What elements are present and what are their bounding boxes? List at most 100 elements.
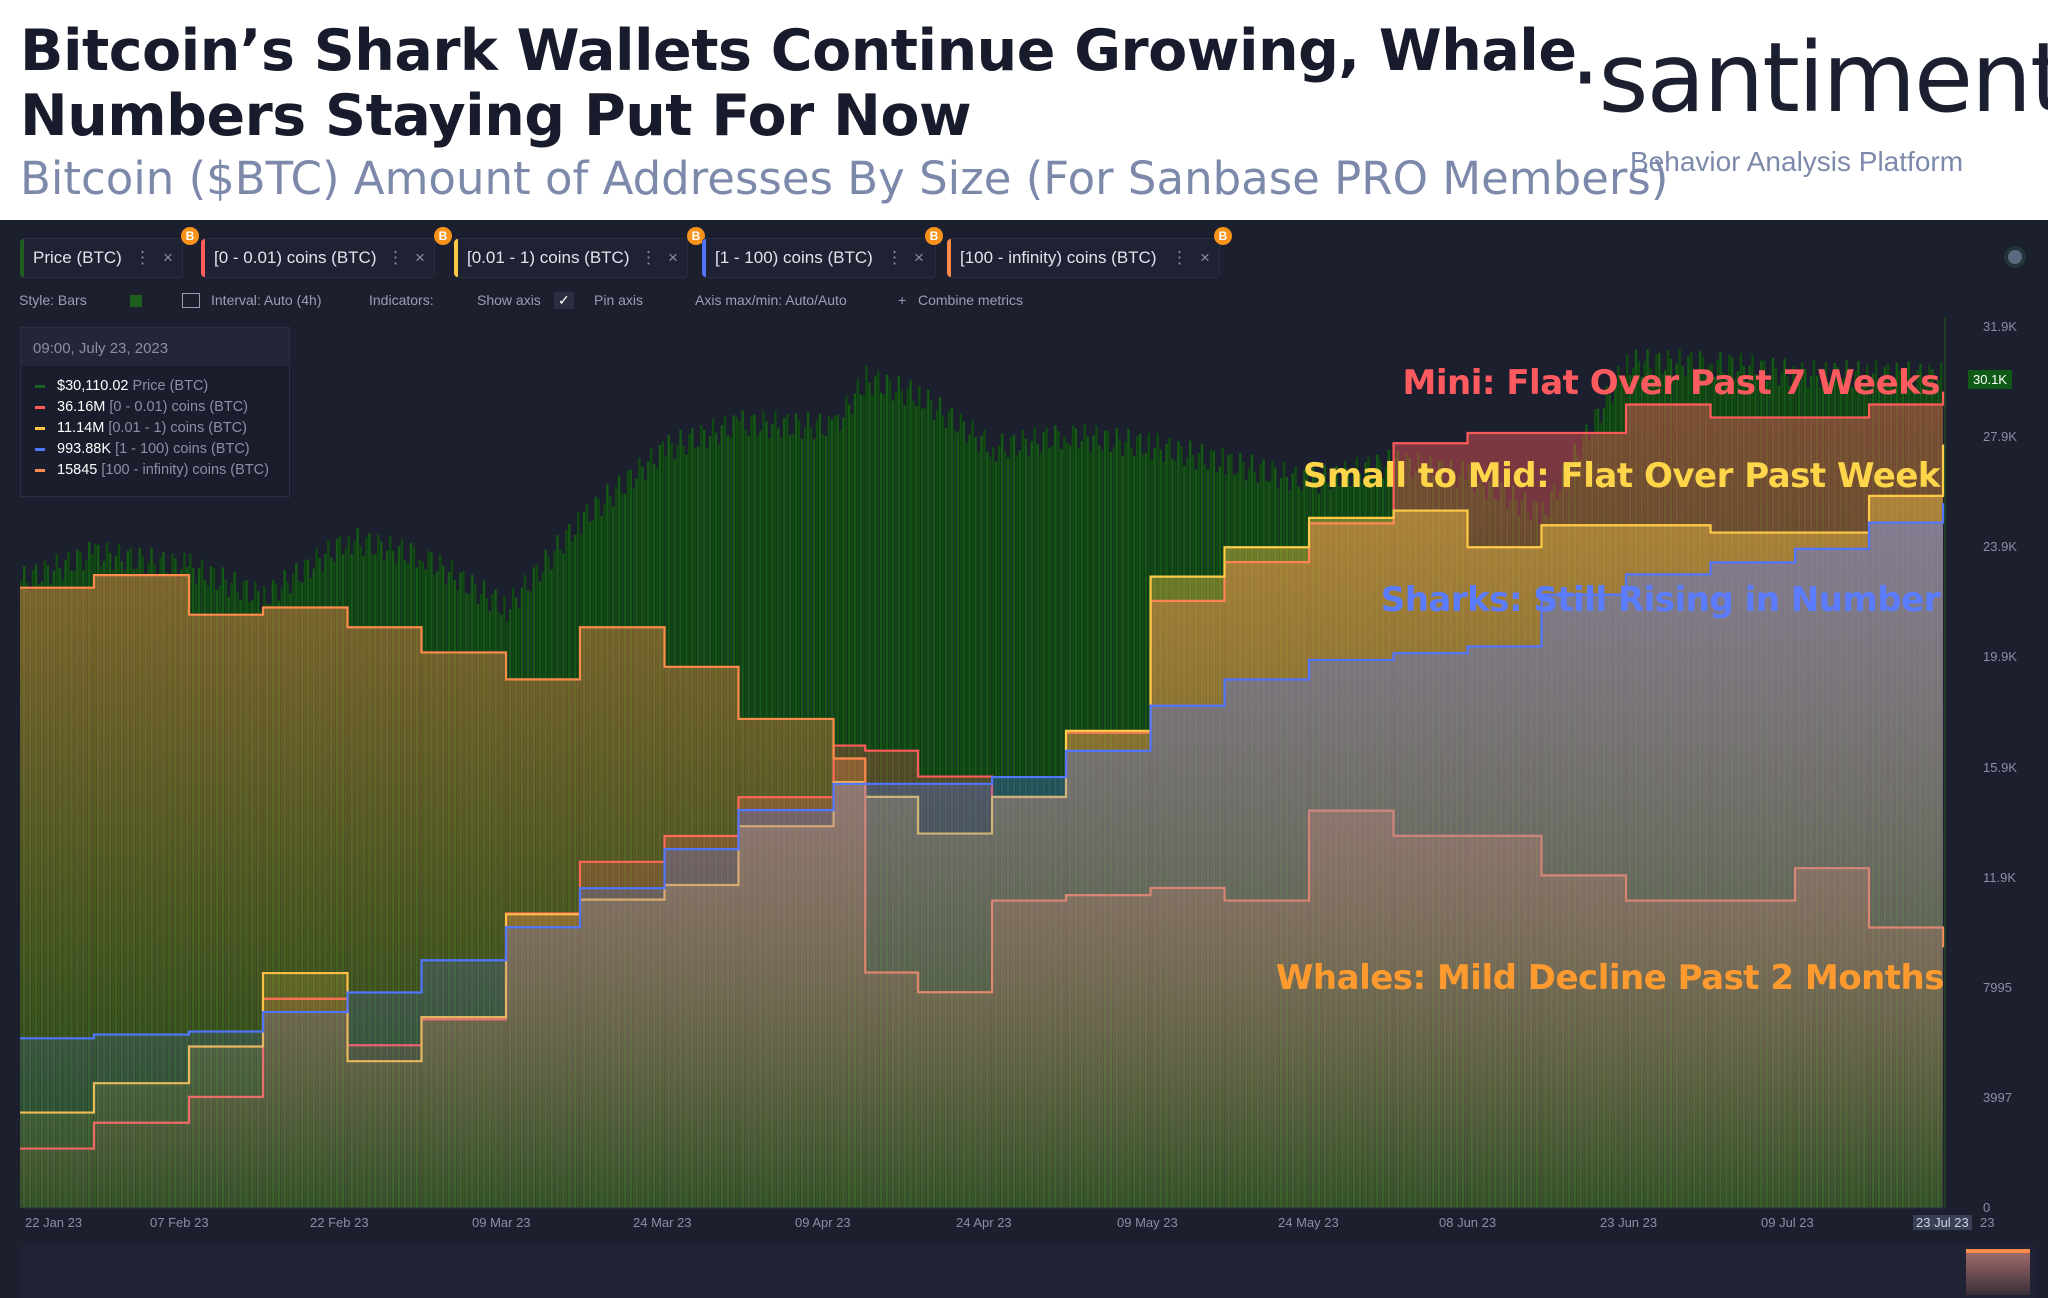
legend-row-sharks: 993.88K [1 - 100) coins (BTC) xyxy=(21,441,289,462)
legend-value: 11.14M xyxy=(57,420,105,436)
more-icon[interactable]: ⋮ xyxy=(886,248,903,267)
y-tick-label: 31.9K xyxy=(1983,319,2017,334)
x-tick-label: 24 Mar 23 xyxy=(633,1215,692,1230)
current-price-label: 30.1K xyxy=(1968,370,2012,389)
close-icon[interactable]: × xyxy=(914,248,924,267)
series-line xyxy=(20,503,1945,1040)
subtitle: Bitcoin ($BTC) Amount of Addresses By Si… xyxy=(20,152,1669,205)
legend-row-whales: 15845 [100 - infinity) coins (BTC) xyxy=(21,462,289,483)
x-tick-label: 07 Feb 23 xyxy=(150,1215,209,1230)
swatch xyxy=(35,447,45,451)
tab-sharks[interactable]: [1 - 100) coins (BTC) ⋮ × B xyxy=(702,227,943,278)
annotation-sharks: Sharks: Still Rising in Number xyxy=(1380,580,1941,620)
tab-small[interactable]: [0.01 - 1) coins (BTC) ⋮ × B xyxy=(454,227,705,278)
legend-label: [0.01 - 1) coins (BTC) xyxy=(108,420,247,436)
bitcoin-icon: B xyxy=(925,227,943,245)
tab-label: Price (BTC) xyxy=(33,248,122,267)
header: Bitcoin’s Shark Wallets Continue Growing… xyxy=(0,0,2048,220)
x-tick-label: 09 Jul 23 xyxy=(1761,1215,1814,1230)
swatch xyxy=(35,384,45,388)
close-icon[interactable]: × xyxy=(1200,248,1210,267)
tab-label: [1 - 100) coins (BTC) xyxy=(715,248,873,267)
show-axis-checkbox[interactable]: ✓ xyxy=(554,292,574,309)
bitcoin-icon: B xyxy=(687,227,705,245)
more-icon[interactable]: ⋮ xyxy=(640,248,657,267)
legend-row-small: 11.14M [0.01 - 1) coins (BTC) xyxy=(21,420,289,441)
show-axis-label: Show axis xyxy=(477,292,541,308)
calendar-icon xyxy=(182,293,200,308)
x-tick-label: 23 xyxy=(1980,1215,1995,1230)
legend-tooltip: 09:00, July 23, 2023 $30,110.02 Price (B… xyxy=(20,327,290,497)
legend-value: $30,110.02 xyxy=(57,378,129,394)
style-dropdown[interactable]: Style: Bars xyxy=(19,292,87,308)
y-tick-label: 11.9K xyxy=(1983,869,2017,885)
tab-mini[interactable]: [0 - 0.01) coins (BTC) ⋮ × B xyxy=(201,227,452,278)
chart-plot xyxy=(20,317,1946,1209)
chart-app: Price (BTC) ⋮ × B [0 - 0.01) coins (BTC) ⋮ × B… xyxy=(0,220,2048,1298)
series-area xyxy=(20,503,1943,1208)
color-bar xyxy=(201,239,205,277)
x-tick-label: 09 Mar 23 xyxy=(472,1215,531,1230)
title-line-2: Numbers Staying Put For Now xyxy=(20,83,972,149)
title-line-1: Bitcoin’s Shark Wallets Continue Growing… xyxy=(20,18,1577,84)
color-bar xyxy=(947,239,951,277)
combine-metrics-button[interactable]: Combine metrics xyxy=(918,292,1024,308)
axis-maxmin-dropdown[interactable]: Axis max/min: Auto/Auto xyxy=(695,292,847,308)
x-tick-label: 23 Jun 23 xyxy=(1600,1215,1658,1230)
legend-label: [1 - 100) coins (BTC) xyxy=(115,441,250,457)
more-icon[interactable]: ⋮ xyxy=(134,248,151,267)
more-icon[interactable]: ⋮ xyxy=(1171,248,1188,267)
tab-label: [0.01 - 1) coins (BTC) xyxy=(467,248,630,267)
close-icon[interactable]: × xyxy=(415,248,425,267)
legend-date: 09:00, July 23, 2023 xyxy=(21,328,289,366)
annotation-mini: Mini: Flat Over Past 7 Weeks xyxy=(1402,363,1941,403)
color-bar xyxy=(454,239,458,277)
y-tick-label: 15.9K xyxy=(1983,759,2017,775)
y-tick-label: 3997 xyxy=(1983,1089,2012,1105)
legend-value: 36.16M xyxy=(57,399,106,415)
swatch xyxy=(35,468,45,472)
legend-value: 993.88K xyxy=(57,441,112,457)
legend-label: Price (BTC) xyxy=(132,378,209,394)
pin-axis-checkbox[interactable]: Pin axis xyxy=(594,292,644,308)
legend-row-price: $30,110.02 Price (BTC) xyxy=(21,378,289,399)
bitcoin-icon: B xyxy=(181,227,199,245)
x-tick-label: 08 Jun 23 xyxy=(1439,1215,1497,1230)
y-tick-label: 23.9K xyxy=(1983,539,2017,555)
x-tick-label: 24 Apr 23 xyxy=(956,1215,1012,1230)
x-tick-label: 09 Apr 23 xyxy=(795,1215,851,1230)
status-indicator-icon[interactable] xyxy=(2008,250,2022,264)
y-tick-label: 27.9K xyxy=(1983,429,2017,445)
close-icon[interactable]: × xyxy=(668,248,678,267)
bitcoin-icon: B xyxy=(434,227,452,245)
annotation-small: Small to Mid: Flat Over Past Week xyxy=(1302,456,1941,496)
x-tick-label: 22 Jan 23 xyxy=(25,1215,83,1230)
indicators-dropdown[interactable]: Indicators: xyxy=(369,292,434,308)
color-picker[interactable] xyxy=(130,295,142,307)
x-tick-label: 23 Jul 23 xyxy=(1913,1215,1972,1230)
interval-dropdown[interactable]: Interval: Auto (4h) xyxy=(211,292,322,308)
x-tick-label: 22 Feb 23 xyxy=(310,1215,369,1230)
bitcoin-icon: B xyxy=(1214,227,1232,245)
swatch xyxy=(35,405,45,409)
legend-label: [0 - 0.01) coins (BTC) xyxy=(109,399,248,415)
close-icon[interactable]: × xyxy=(163,248,173,267)
y-tick-label: 0 xyxy=(1983,1200,1991,1215)
legend-value: 15845 xyxy=(57,462,98,478)
navigator[interactable] xyxy=(20,1245,2036,1298)
plus-icon: + xyxy=(898,292,907,308)
legend-label: [100 - infinity) coins (BTC) xyxy=(101,462,269,478)
swatch xyxy=(35,426,45,430)
color-bar xyxy=(702,239,706,277)
tab-whales[interactable]: [100 - infinity) coins (BTC) ⋮ × B xyxy=(947,227,1232,278)
more-icon[interactable]: ⋮ xyxy=(387,248,404,267)
navigator-window[interactable] xyxy=(1966,1249,2030,1295)
color-bar xyxy=(20,239,24,277)
santiment-logo: ·santiment· xyxy=(1570,22,2048,134)
x-tick-label: 09 May 23 xyxy=(1117,1215,1178,1230)
y-tick-label: 7995 xyxy=(1983,979,2012,995)
annotation-whales: Whales: Mild Decline Past 2 Months xyxy=(1275,958,1945,998)
tagline: Behavior Analysis Platform xyxy=(1630,146,1964,177)
tab-price[interactable]: Price (BTC) ⋮ × B xyxy=(20,227,199,278)
tab-label: [100 - infinity) coins (BTC) xyxy=(960,248,1157,267)
